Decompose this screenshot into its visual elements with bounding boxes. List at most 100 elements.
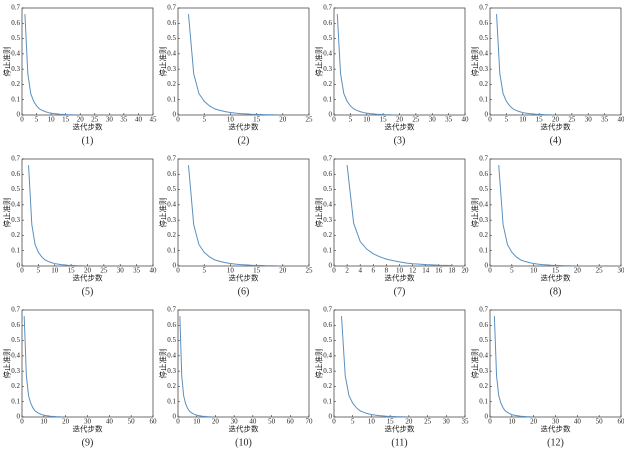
x-axis-label: 迭代步数 [385,273,415,283]
y-tick-label: 0.3 [323,65,332,73]
subplot: 0 0.1 0.2 0.3 0.4 0.5 0.6 0.7 0 5 10 15 20 25 30 35 40 迭代… [314,4,469,147]
y-tick-label: 0.1 [323,95,332,103]
y-tick-label: 0.6 [479,170,488,178]
y-tick-label: 0.5 [479,336,488,344]
x-tick-label: 20 [279,116,287,124]
x-tick-label: 0 [20,267,24,275]
axes-box [333,158,466,267]
axes-box [489,7,622,116]
x-tick-label: 4 [358,267,362,275]
x-tick-label: 5 [202,267,206,275]
y-tick-label: 0.5 [323,185,332,193]
y-axis-label: 停止准则 [314,198,324,228]
x-tick-label: 5 [505,116,509,124]
x-axis-label: 迭代步数 [541,273,571,283]
y-axis-label: 停止准则 [470,349,480,379]
y-tick-label: 0.1 [479,246,488,254]
y-tick-label: 0.5 [479,34,488,42]
y-tick-label: 0.2 [11,231,20,239]
x-tick-label: 0 [332,418,336,426]
x-tick-label: 35 [120,116,128,124]
data-line [336,14,393,116]
subplot: 0 0.1 0.2 0.3 0.4 0.5 0.6 0.7 0 5 10 15 20 25 30 35 40 45… [2,4,157,147]
y-axis-label: 停止准则 [314,47,324,77]
x-tick-label: 40 [135,116,143,124]
y-tick-label: 0.5 [167,185,176,193]
x-tick-label: 35 [445,116,453,124]
y-tick-label: 0.5 [11,336,20,344]
x-tick-label: 8 [385,267,389,275]
y-tick-label: 0.4 [323,49,332,57]
y-tick-label: 0.5 [167,34,176,42]
x-tick-label: 25 [596,267,604,275]
y-tick-label: 0.6 [11,170,20,178]
caption: (10) [235,437,252,448]
y-tick-label: 0.2 [167,382,176,390]
x-tick-label: 10 [193,418,201,426]
x-tick-label: 35 [601,116,609,124]
subplot: 0 0.1 0.2 0.3 0.4 0.5 0.6 0.7 0 10 20 30 40 50 60 70 迭代步… [158,306,313,449]
y-tick-label: 0.3 [323,216,332,224]
x-tick-label: 20 [574,267,582,275]
data-line [187,165,278,267]
x-axis-label: 迭代步数 [73,273,103,283]
x-tick-label: 0 [488,418,492,426]
y-tick-label: 0.7 [11,4,20,12]
y-tick-label: 0.1 [167,95,176,103]
subplot: 0 0.1 0.2 0.3 0.4 0.5 0.6 0.7 0 5 10 15 20 25 30 迭代步数 停止… [470,155,624,298]
axes-box [333,7,466,116]
x-tick-label: 0 [176,418,180,426]
y-tick-label: 0.4 [11,200,20,208]
y-tick-label: 0 [17,111,21,119]
x-tick-label: 12 [409,267,417,275]
x-tick-label: 20 [552,116,560,124]
x-tick-label: 10 [530,267,538,275]
y-tick-label: 0.7 [323,4,332,12]
x-axis-label: 迭代步数 [73,424,103,434]
x-axis-label: 迭代步数 [229,273,259,283]
axes-box [489,309,622,418]
y-tick-label: 0.4 [479,49,488,57]
x-axis-label: 迭代步数 [229,424,259,434]
y-axis-label: 停止准则 [158,47,168,77]
data-line [340,316,406,418]
y-tick-label: 0.1 [479,397,488,405]
y-axis-label: 停止准则 [2,47,12,77]
x-tick-label: 0 [176,116,180,124]
x-tick-label: 15 [536,116,544,124]
x-tick-label: 20 [77,116,85,124]
y-tick-label: 0.6 [167,170,176,178]
x-tick-label: 10 [227,116,235,124]
y-tick-label: 0.2 [323,80,332,88]
x-tick-label: 5 [202,116,206,124]
x-tick-label: 10 [40,418,48,426]
y-tick-label: 0.4 [323,200,332,208]
x-tick-label: 30 [231,418,239,426]
x-tick-label: 40 [150,267,158,275]
y-tick-label: 0.7 [167,4,176,12]
x-tick-label: 30 [443,418,451,426]
axes-box [21,7,154,116]
y-tick-label: 0.6 [479,19,488,27]
x-tick-label: 10 [48,116,56,124]
y-tick-label: 0.3 [167,216,176,224]
x-tick-label: 0 [20,418,24,426]
x-tick-label: 6 [372,267,376,275]
x-tick-label: 0 [20,116,24,124]
y-tick-label: 0.1 [11,397,20,405]
y-tick-label: 0.3 [11,65,20,73]
x-tick-label: 2 [345,267,349,275]
x-axis-label: 迭代步数 [229,122,259,132]
x-tick-label: 20 [405,418,413,426]
x-tick-label: 25 [412,116,420,124]
subplot: 0 0.1 0.2 0.3 0.4 0.5 0.6 0.7 0 10 20 30 40 50 60 迭代步数 停… [470,306,624,449]
x-tick-label: 20 [84,267,92,275]
x-tick-label: 40 [249,418,257,426]
y-tick-label: 0.5 [323,336,332,344]
x-tick-label: 40 [574,418,582,426]
y-tick-label: 0.3 [167,65,176,73]
x-axis-label: 迭代步数 [73,122,103,132]
x-tick-label: 10 [519,116,527,124]
caption: (4) [550,135,562,146]
